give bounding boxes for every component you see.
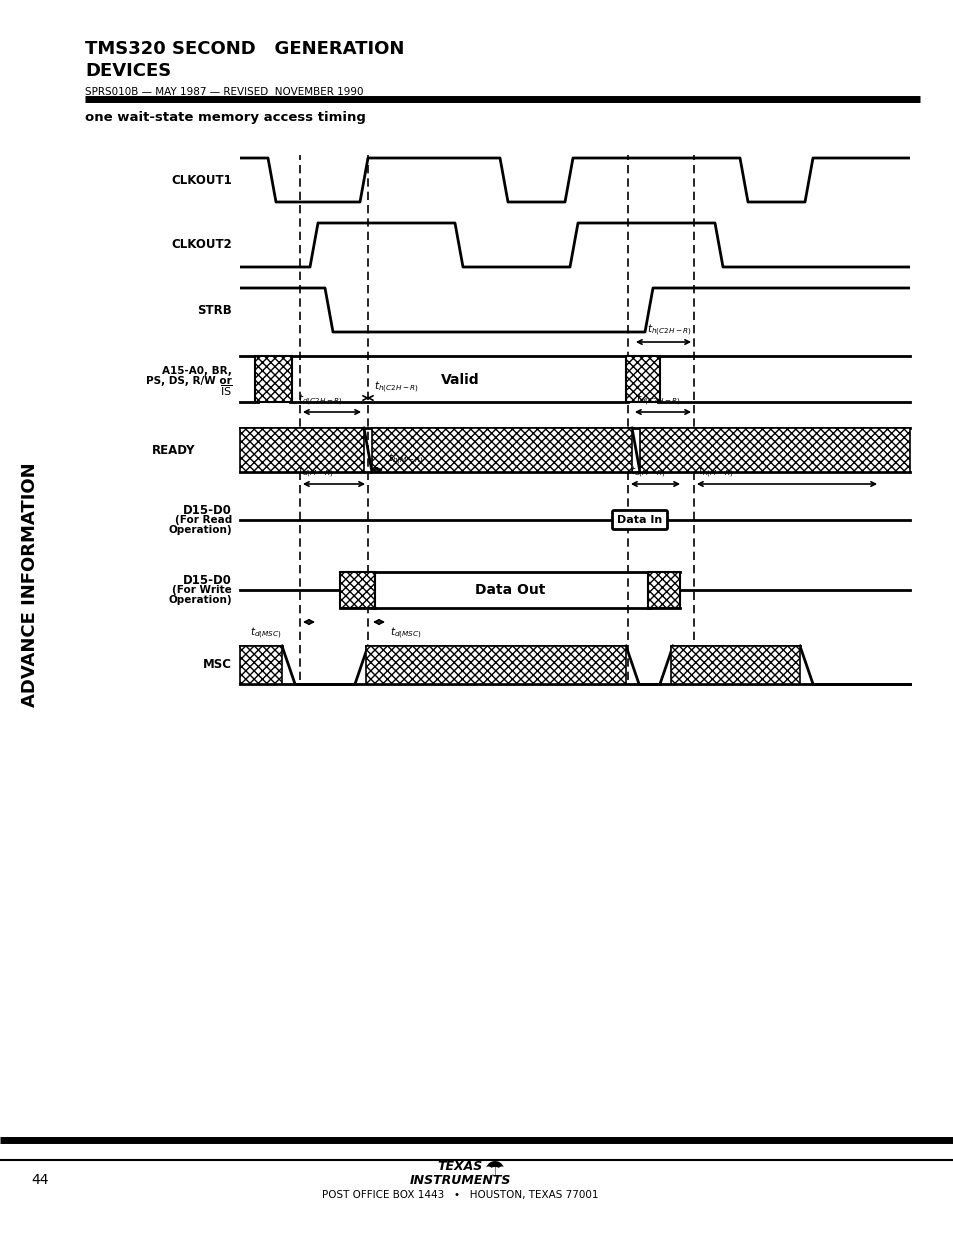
- Text: $t_{h(C2H-R)}$: $t_{h(C2H-R)}$: [374, 379, 418, 395]
- Text: POST OFFICE BOX 1443   •   HOUSTON, TEXAS 77001: POST OFFICE BOX 1443 • HOUSTON, TEXAS 77…: [321, 1191, 598, 1200]
- Text: Operation): Operation): [168, 525, 232, 535]
- Text: D15-D0: D15-D0: [183, 573, 232, 587]
- Bar: [240, 429, 364, 472]
- Text: $t_{h(M-R)}$: $t_{h(M-R)}$: [388, 452, 423, 467]
- Text: $t_{d(C2H-R)}$: $t_{d(C2H-R)}$: [297, 393, 342, 408]
- Text: $t_{h(M-R)}$: $t_{h(M-R)}$: [698, 464, 733, 480]
- Text: INSTRUMENTS: INSTRUMENTS: [409, 1173, 510, 1187]
- Text: ADVANCE INFORMATION: ADVANCE INFORMATION: [21, 463, 39, 708]
- Text: CLKOUT1: CLKOUT1: [172, 173, 232, 186]
- Text: TEXAS: TEXAS: [436, 1161, 482, 1173]
- Bar: [240, 646, 282, 684]
- Text: TMS320 SECOND   GENERATION: TMS320 SECOND GENERATION: [85, 40, 404, 58]
- Text: MSC: MSC: [203, 658, 232, 672]
- Text: $t_{d(M-R)}$: $t_{d(M-R)}$: [297, 464, 334, 480]
- Text: $t_{d(MSC)}$: $t_{d(MSC)}$: [250, 626, 281, 641]
- Text: (For Write: (For Write: [172, 585, 232, 595]
- Bar: [372, 429, 631, 472]
- Text: $t_{h(C2H-R)}$: $t_{h(C2H-R)}$: [646, 322, 691, 338]
- Text: $t_{d(MSC)}$: $t_{d(MSC)}$: [390, 626, 421, 641]
- Text: $t_{d(C2H-R)}$: $t_{d(C2H-R)}$: [636, 393, 680, 408]
- Bar: [625, 356, 659, 403]
- Text: STRB: STRB: [197, 304, 232, 316]
- Text: one wait-state memory access timing: one wait-state memory access timing: [85, 111, 366, 124]
- Bar: [366, 646, 625, 684]
- Bar: [639, 429, 909, 472]
- Text: 44: 44: [31, 1173, 49, 1187]
- Text: SPRS010B — MAY 1987 — REVISED  NOVEMBER 1990: SPRS010B — MAY 1987 — REVISED NOVEMBER 1…: [85, 86, 363, 98]
- Bar: [339, 572, 375, 608]
- Bar: [647, 572, 679, 608]
- Text: (For Read: (For Read: [174, 515, 232, 525]
- Text: PS, DS, R/W or: PS, DS, R/W or: [146, 375, 232, 387]
- Text: ☂: ☂: [484, 1160, 504, 1179]
- FancyBboxPatch shape: [612, 510, 667, 530]
- Text: Operation): Operation): [168, 595, 232, 605]
- Text: Valid: Valid: [440, 373, 478, 387]
- Text: D15-D0: D15-D0: [183, 504, 232, 516]
- Text: $\overline{\mathrm{IS}}$: $\overline{\mathrm{IS}}$: [219, 384, 232, 399]
- Text: A15-A0, BR,: A15-A0, BR,: [162, 366, 232, 375]
- Bar: [254, 356, 292, 403]
- Text: $t_{d(M-R)}$: $t_{d(M-R)}$: [629, 464, 665, 480]
- Text: READY: READY: [152, 443, 194, 457]
- Text: DEVICES: DEVICES: [85, 62, 172, 80]
- Text: Data Out: Data Out: [475, 583, 544, 597]
- Text: Data In: Data In: [617, 515, 662, 525]
- Text: CLKOUT2: CLKOUT2: [172, 238, 232, 252]
- Bar: [670, 646, 800, 684]
